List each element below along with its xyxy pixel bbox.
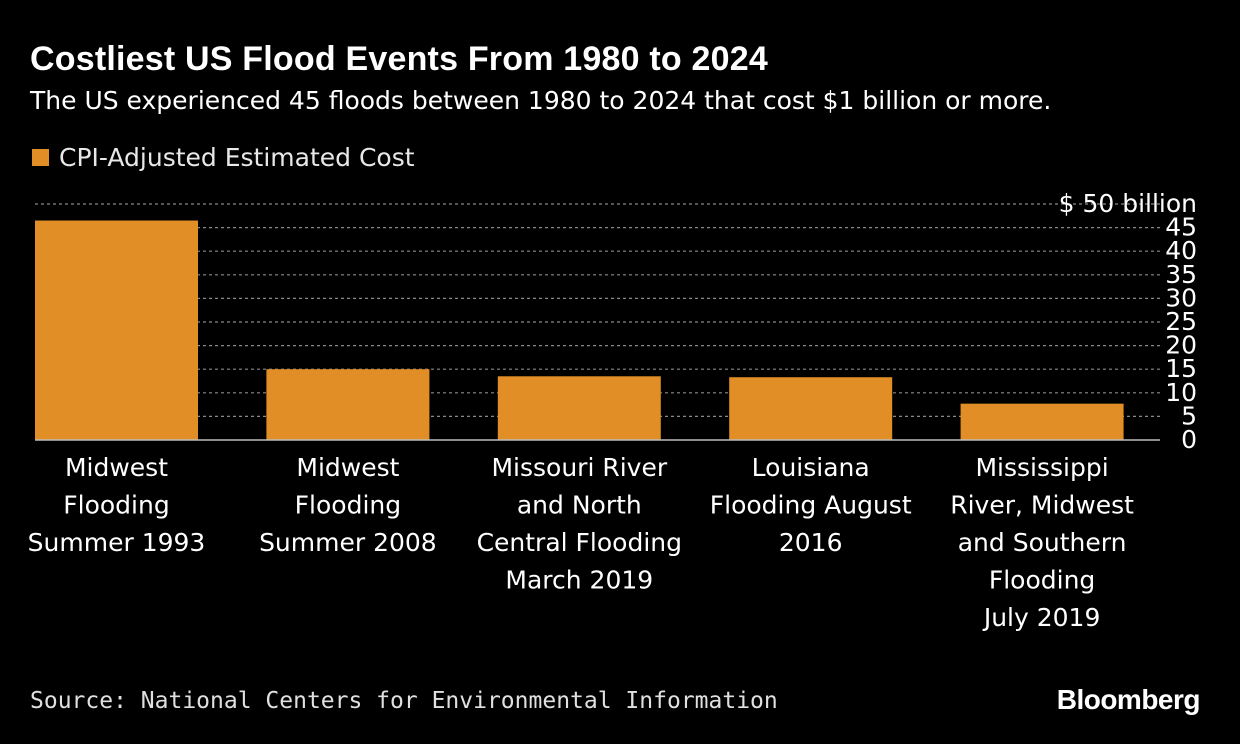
x-tick-label: March 2019 [505, 566, 653, 595]
y-tick-label: 40 [1165, 236, 1197, 265]
y-tick-label: 15 [1165, 354, 1197, 383]
bar [960, 403, 1124, 440]
x-tick-label: River, Midwest [950, 491, 1134, 520]
source-note: Source: National Centers for Environment… [30, 688, 778, 714]
x-tick-label: Mississippi [975, 453, 1108, 482]
x-tick-label: Flooding [295, 491, 401, 520]
x-tick-label: Central Flooding [477, 528, 682, 557]
y-tick-label: 45 [1165, 213, 1197, 242]
y-tick-label: 35 [1165, 260, 1197, 289]
x-tick-label: Flooding [989, 566, 1095, 595]
y-tick-label: 30 [1165, 283, 1197, 312]
x-tick-label: Summer 2008 [259, 528, 437, 557]
x-tick-label: July 2019 [982, 603, 1101, 632]
bar [729, 377, 893, 440]
y-tick-label: 5 [1181, 401, 1197, 430]
x-tick-label: Summer 1993 [28, 528, 206, 557]
y-tick-label: 0 [1181, 425, 1197, 454]
chart-title: Costliest US Flood Events From 1980 to 2… [30, 40, 768, 78]
legend-label: CPI-Adjusted Estimated Cost [59, 143, 415, 172]
bar [266, 369, 430, 440]
x-tick-label: Midwest [296, 453, 399, 482]
bar [35, 220, 198, 440]
x-tick-label: 2016 [779, 528, 843, 557]
y-tick-label: $ 50 billion [1059, 189, 1197, 218]
legend: CPI-Adjusted Estimated Cost [32, 143, 415, 172]
x-tick-label: Louisiana [752, 453, 870, 482]
chart-subtitle: The US experienced 45 floods between 198… [30, 86, 1052, 115]
x-tick-label: Flooding [63, 491, 169, 520]
y-tick-label: 25 [1165, 307, 1197, 336]
x-tick-label: Midwest [65, 453, 168, 482]
y-tick-label: 10 [1165, 378, 1197, 407]
legend-swatch [32, 149, 49, 166]
x-tick-label: Missouri River [491, 453, 667, 482]
bloomberg-logo: Bloomberg [1056, 684, 1201, 715]
x-tick-label: Flooding August [710, 491, 912, 520]
y-tick-label: 20 [1165, 331, 1197, 360]
x-tick-label: and North [517, 491, 642, 520]
bar [497, 376, 661, 440]
x-tick-label: and Southern [958, 528, 1127, 557]
